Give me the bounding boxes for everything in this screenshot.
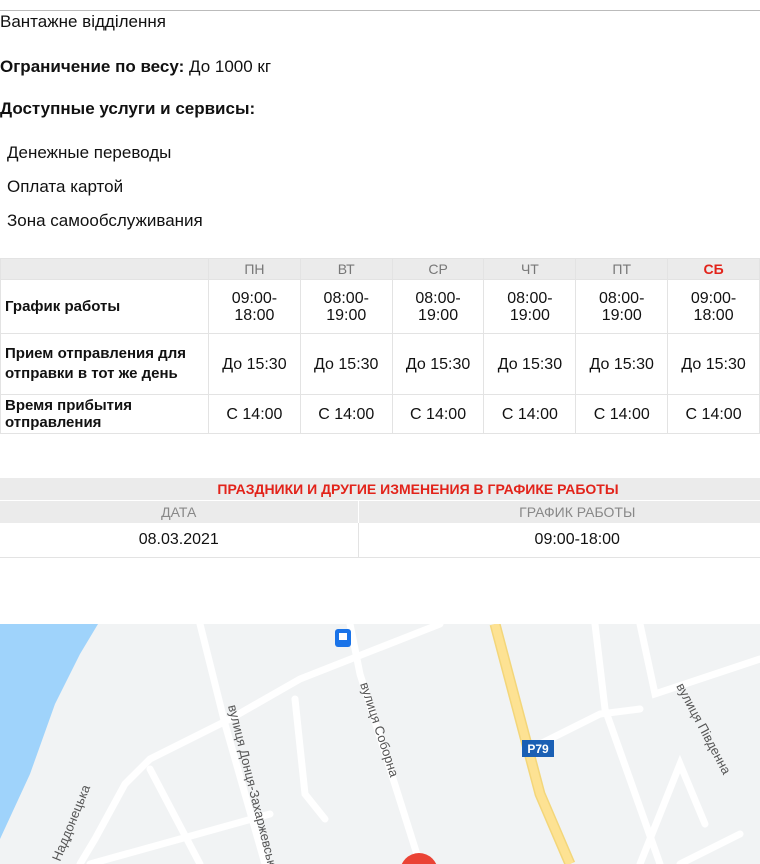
day-header: ВТ (299, 258, 393, 280)
office-type: Вантажне відділення (0, 12, 166, 31)
services-title: Доступные услуги и сервисы: (0, 99, 256, 118)
schedule-table: ПН ВТ СР ЧТ ПТ СБ График работы 09:00- 1… (0, 258, 760, 434)
cell: С 14:00 (483, 394, 577, 434)
day-header: ПТ (575, 258, 669, 280)
cell: 08:00- 19:00 (575, 279, 669, 334)
cell: 09:00- 18:00 (667, 279, 760, 334)
service-item: Оплата картой (7, 177, 124, 196)
map[interactable]: вулиця Соборна вулиця Донця-Захаржевсько… (0, 624, 760, 864)
holidays-col-date: ДАТА (0, 500, 359, 523)
cell: 08:00- 19:00 (391, 279, 485, 334)
river (0, 624, 98, 839)
schedule-row: Время прибытия отправления С 14:00 С 14:… (0, 394, 760, 434)
cell: До 15:30 (575, 333, 669, 395)
holidays-col-schedule: ГРАФИК РАБОТЫ (358, 500, 760, 523)
holidays-table: ПРАЗДНИКИ И ДРУГИЕ ИЗМЕНЕНИЯ В ГРАФИКЕ Р… (0, 478, 760, 558)
cell: С 14:00 (667, 394, 760, 434)
schedule-row: Прием отправления для отправки в тот же … (0, 333, 760, 395)
schedule-row: График работы 09:00- 18:00 08:00- 19:00 … (0, 279, 760, 334)
holiday-date: 08.03.2021 (0, 523, 359, 558)
weight-limit-label: Ограничение по весу: (0, 57, 185, 76)
day-header: СР (391, 258, 485, 280)
holiday-schedule: 09:00-18:00 (358, 523, 760, 558)
cell: С 14:00 (208, 394, 301, 434)
weight-limit: Ограничение по весу: До 1000 кг (0, 57, 271, 77)
location-pin-icon[interactable] (400, 853, 438, 864)
cell: 09:00- 18:00 (208, 279, 301, 334)
cell: С 14:00 (575, 394, 669, 434)
top-divider (0, 10, 760, 11)
cell: До 15:30 (483, 333, 577, 395)
day-header: ПН (208, 258, 301, 280)
service-item: Денежные переводы (7, 143, 172, 162)
cell: До 15:30 (208, 333, 301, 395)
holidays-title: ПРАЗДНИКИ И ДРУГИЕ ИЗМЕНЕНИЯ В ГРАФИКЕ Р… (0, 478, 760, 501)
road-badge (522, 740, 554, 757)
cell: С 14:00 (299, 394, 393, 434)
row-label: Время прибытия отправления (0, 394, 209, 434)
row-label: Прием отправления для отправки в тот же … (0, 333, 209, 395)
bus-stop-icon[interactable] (335, 629, 351, 647)
service-item: Зона самообслуживания (7, 211, 203, 230)
cell: С 14:00 (391, 394, 485, 434)
cell: До 15:30 (391, 333, 485, 395)
holiday-row: 08.03.2021 09:00-18:00 (0, 523, 760, 558)
schedule-header-row: ПН ВТ СР ЧТ ПТ СБ (0, 258, 760, 280)
schedule-header-blank (0, 258, 209, 280)
day-header-weekend: СБ (667, 258, 760, 280)
row-label: График работы (0, 279, 209, 334)
cell: 08:00- 19:00 (483, 279, 577, 334)
road-badge-label: P79 (527, 742, 549, 756)
day-header: ЧТ (483, 258, 577, 280)
cell: До 15:30 (667, 333, 760, 395)
cell: До 15:30 (299, 333, 393, 395)
cell: 08:00- 19:00 (299, 279, 393, 334)
weight-limit-value: До 1000 кг (189, 57, 272, 76)
